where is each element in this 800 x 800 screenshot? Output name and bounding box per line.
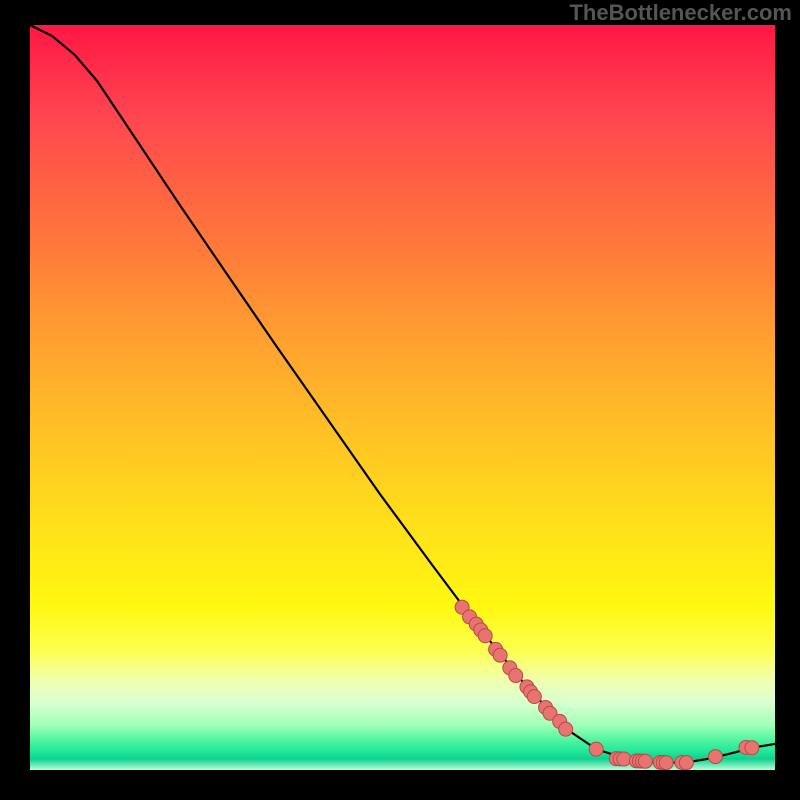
chart-curve [30,25,775,763]
chart-marker [509,669,523,683]
chart-marker [708,750,722,764]
chart-plot-area [30,25,775,770]
chart-markers [455,600,759,769]
chart-marker [589,742,603,756]
chart-marker [638,754,652,768]
chart-marker [559,722,573,736]
chart-marker [745,741,759,755]
chart-marker [617,752,631,766]
chart-svg-layer [30,25,775,770]
chart-marker [478,629,492,643]
chart-marker [659,756,673,770]
chart-marker [493,648,507,662]
watermark-text: TheBottlenecker.com [569,0,792,26]
chart-marker [679,756,693,770]
chart-marker [527,690,541,704]
